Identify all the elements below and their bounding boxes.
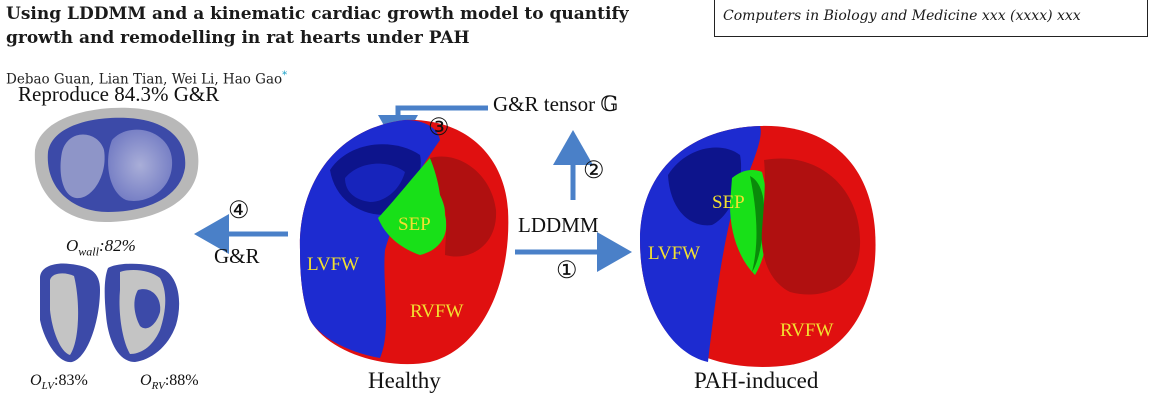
- step-4-marker: ④: [228, 198, 250, 224]
- author-list: Debao Guan, Lian Tian, Wei Li, Hao Gao*: [6, 70, 287, 88]
- pah-lvfw-label: LVFW: [648, 243, 701, 264]
- healthy-sep-label: SEP: [398, 214, 431, 235]
- pah-sep-label: SEP: [712, 192, 745, 213]
- o-rv-metric: ORV:88%: [140, 372, 199, 392]
- reproduced-wall-model: [34, 107, 199, 222]
- journal-box: Computers in Biology and Medicine xxx (x…: [714, 0, 1148, 37]
- o-lv-subscript: LV: [41, 380, 54, 393]
- paper-title: Using LDDMM and a kinematic cardiac grow…: [6, 2, 706, 50]
- reproduce-label: Reproduce 84.3% G&R: [18, 82, 220, 106]
- step-2-marker: ②: [583, 158, 605, 184]
- o-lv-symbol: O: [30, 372, 42, 389]
- gr-label: G&R: [214, 244, 260, 268]
- lddmm-label: LDDMM: [518, 213, 599, 237]
- healthy-heart-model: [299, 119, 509, 365]
- pah-heart-model: [640, 125, 876, 367]
- o-rv-value: :88%: [164, 372, 199, 389]
- reproduced-rv-model: [104, 263, 180, 362]
- tensor-label: G&R tensor 𝔾: [493, 92, 619, 116]
- healthy-lvfw-label: LVFW: [307, 254, 360, 275]
- o-rv-subscript: RV: [151, 380, 165, 393]
- step-3-marker: ③: [428, 115, 450, 141]
- step-1-marker: ①: [556, 258, 578, 284]
- healthy-rvfw-label: RVFW: [410, 301, 464, 322]
- o-lv-value: :83%: [54, 372, 88, 389]
- o-wall-metric: Owall:82%: [66, 236, 136, 259]
- o-wall-symbol: O: [66, 236, 79, 255]
- pah-rvfw-label: RVFW: [780, 320, 834, 341]
- o-wall-value: :82%: [98, 236, 136, 255]
- o-rv-symbol: O: [140, 372, 152, 389]
- o-wall-subscript: wall: [78, 244, 99, 259]
- pah-caption: PAH-induced: [694, 368, 819, 393]
- title-line-2: growth and remodelling in rat hearts und…: [6, 28, 470, 48]
- authors-text: Debao Guan, Lian Tian, Wei Li, Hao Gao: [6, 71, 283, 88]
- healthy-caption: Healthy: [368, 368, 441, 393]
- corresponding-author-mark: *: [282, 70, 288, 81]
- reproduced-lv-model: [40, 263, 100, 363]
- o-lv-metric: OLV:83%: [30, 372, 88, 392]
- title-line-1: Using LDDMM and a kinematic cardiac grow…: [6, 4, 629, 24]
